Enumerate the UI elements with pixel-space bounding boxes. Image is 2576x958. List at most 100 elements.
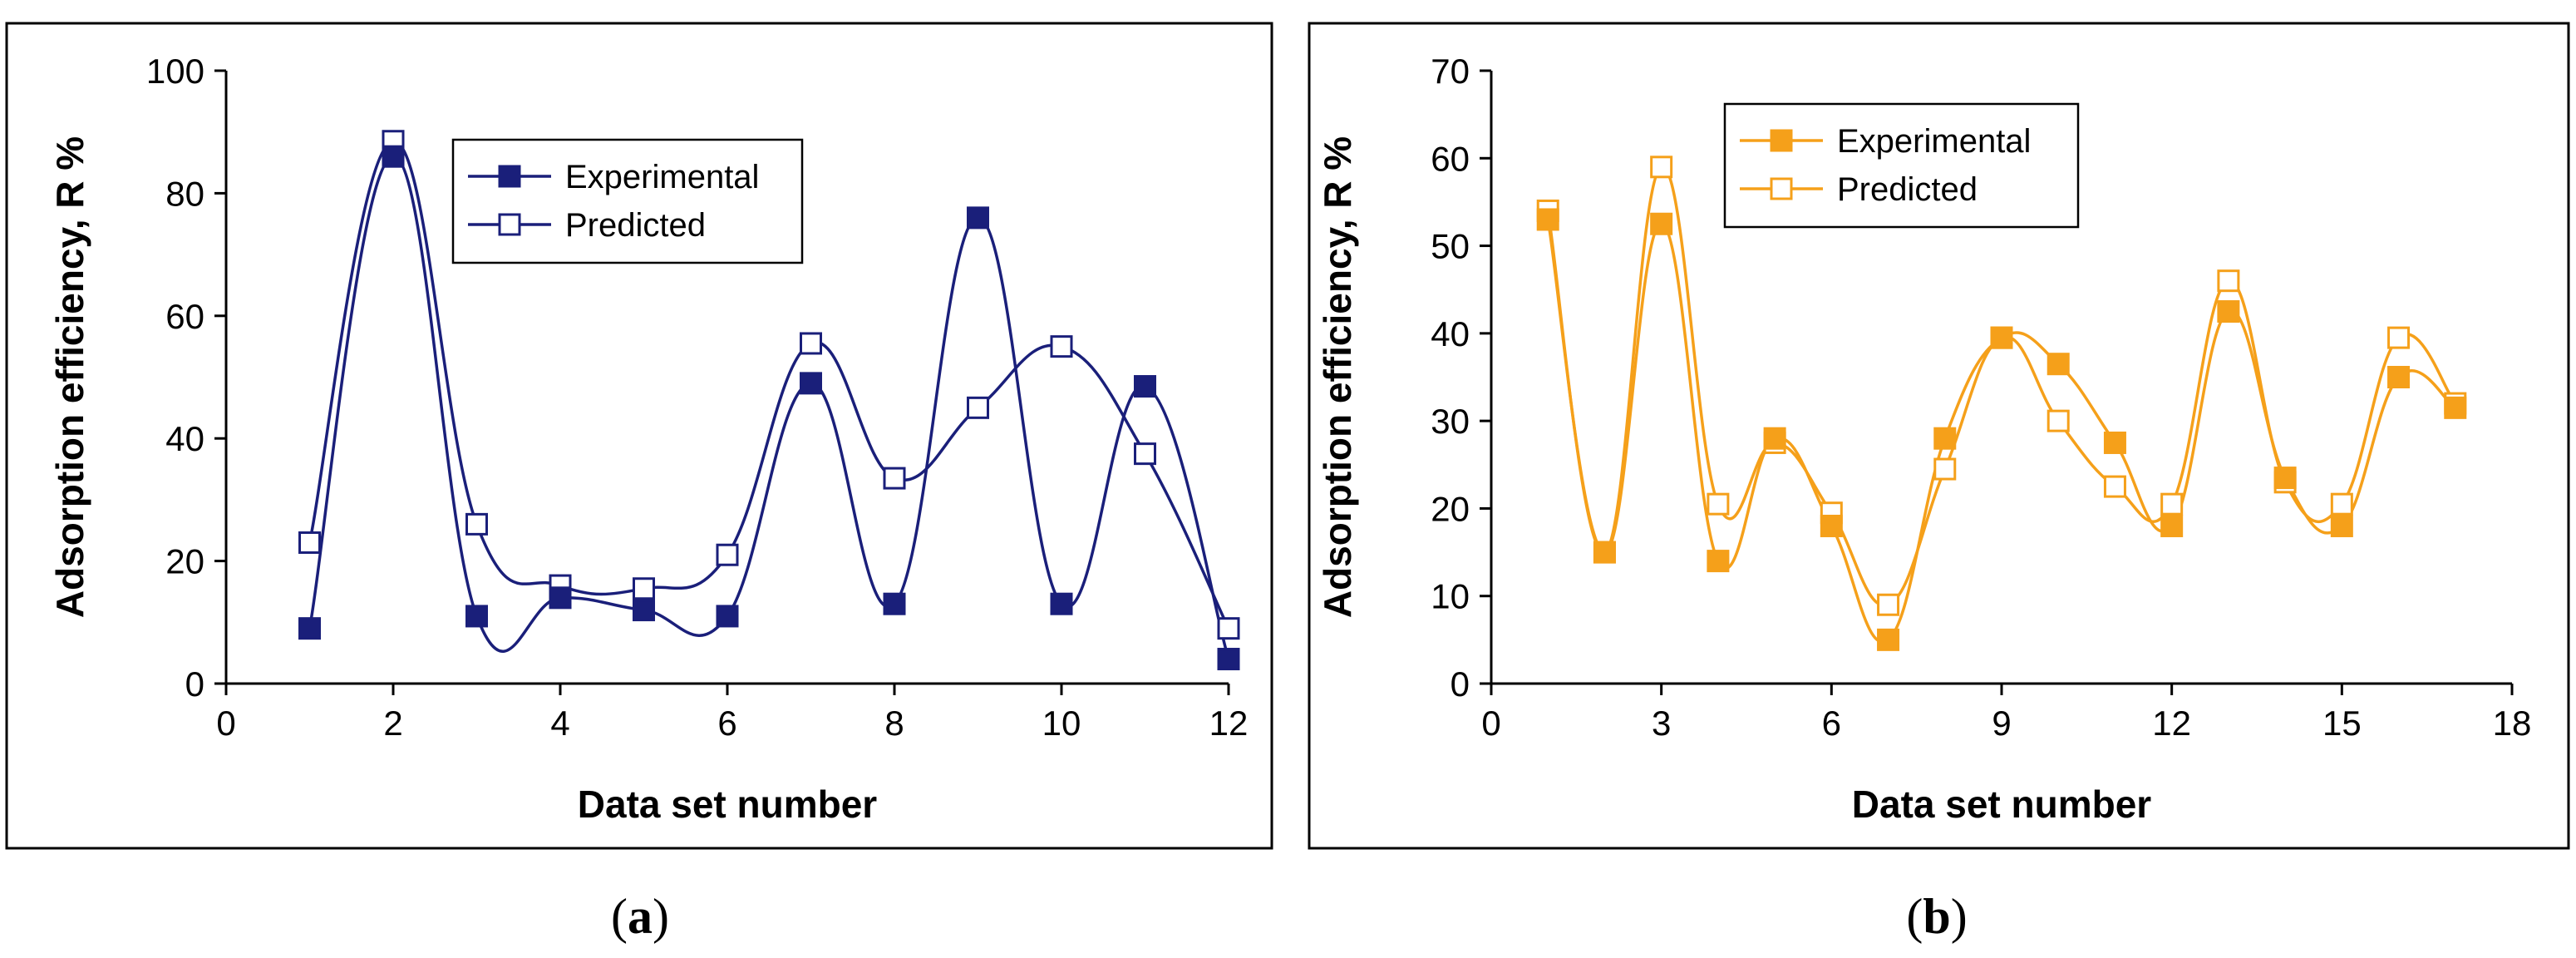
caption-a: (a) — [611, 889, 669, 944]
chart-a-x-tick-label: 6 — [717, 704, 736, 743]
chart-b-predicted-point — [1650, 156, 1673, 179]
chart-b-x-tick-label: 15 — [2322, 704, 2362, 743]
chart-a-legend-predicted-label: Predicted — [565, 207, 706, 244]
chart-b-experimental-point — [1593, 541, 1616, 564]
chart-b-predicted-point — [1933, 457, 1957, 481]
chart-b-predicted-point — [2047, 409, 2070, 432]
chart-a-y-tick-label: 60 — [165, 297, 204, 336]
chart-b-legend-experimental-label: Experimental — [1837, 123, 2031, 160]
chart-b-experimental-point — [2160, 514, 2184, 537]
chart-b-legend-box — [1723, 102, 2080, 229]
chart-b-experimental-point — [2103, 431, 2126, 454]
chart-a-experimental-point — [716, 605, 739, 628]
chart-b-experimental-point — [1763, 427, 1786, 450]
chart-a-experimental-point — [549, 586, 572, 610]
chart-a-predicted-point — [967, 396, 989, 419]
chart-b-experimental-point — [2444, 396, 2467, 419]
chart-b-predicted-point — [2387, 326, 2411, 349]
chart-b-experimental-point — [2273, 467, 2297, 490]
caption-b: (b) — [1906, 889, 1967, 944]
chart-b-series-predicted-line — [1546, 165, 2457, 607]
chart-b-predicted-point — [1877, 593, 1900, 616]
chart-b-y-tick-label: 40 — [1431, 314, 1470, 353]
chart-a-experimental-point — [883, 592, 906, 615]
chart-a-experimental-point — [800, 372, 822, 395]
chart-b-y-tick-label: 70 — [1431, 52, 1470, 91]
chart-a-y-tick-label: 0 — [185, 664, 204, 704]
chart-a-experimental-point — [1217, 648, 1240, 671]
chart-a-experimental-point — [1050, 592, 1073, 615]
chart-a-predicted-point — [800, 332, 822, 355]
chart-a-x-tick-label: 0 — [216, 704, 235, 743]
chart-a-x-axis-title: Data set number — [578, 783, 878, 826]
chart-a-predicted-point — [298, 531, 321, 554]
chart-a-experimental-point — [298, 617, 321, 640]
chart-b-y-tick-label: 20 — [1431, 489, 1470, 528]
chart-a-experimental-point — [967, 206, 989, 230]
chart-b-experimental-point — [2330, 514, 2353, 537]
chart-b-predicted-point — [2330, 492, 2353, 516]
chart-b-experimental-point — [1707, 550, 1730, 573]
chart-b-predicted-point — [2103, 475, 2126, 498]
chart-a-y-tick-label: 20 — [165, 542, 204, 581]
chart-b-y-tick-label: 50 — [1431, 227, 1470, 266]
chart-b-experimental-point — [1877, 628, 1900, 651]
chart-b-experimental-point — [1650, 212, 1673, 235]
chart-b-experimental-point — [1820, 514, 1843, 537]
chart-a-predicted-point — [883, 467, 906, 490]
chart-a-x-tick-label: 12 — [1209, 704, 1249, 743]
chart-b-x-tick-label: 3 — [1652, 704, 1671, 743]
panel-a-frame — [5, 22, 1273, 850]
chart-a-predicted-point — [1134, 442, 1156, 466]
chart-a-x-tick-label: 4 — [550, 704, 569, 743]
chart-b-experimental-point — [1990, 326, 2013, 349]
chart-a-legend-box — [451, 138, 804, 264]
chart-b-experimental-point — [1933, 427, 1957, 450]
caption-b-letter: b — [1923, 889, 1950, 944]
chart-a-predicted-point — [716, 543, 739, 566]
chart-a-x-tick-label: 8 — [884, 704, 904, 743]
chart-b-y-axis-title: Adsorption efficiency, R % — [1316, 136, 1359, 618]
chart-a-experimental-point — [633, 599, 655, 622]
chart-a-experimental-point — [1134, 375, 1156, 398]
chart-b-experimental-point — [2217, 300, 2240, 323]
chart-b: 0 10 20 30 40 50 60 70 0 3 6 9 12 15 18 Data set number… — [1316, 52, 2531, 826]
chart-b-x-tick-label: 12 — [2152, 704, 2191, 743]
chart-b-legend-predicted-marker — [1770, 177, 1793, 200]
chart-a-y-axis-title: Adsorption efficiency, R % — [48, 136, 91, 618]
chart-b-predicted-point — [2217, 269, 2240, 293]
chart-b-x-tick-label: 0 — [1481, 704, 1500, 743]
chart-a-legend-experimental-label: Experimental — [565, 159, 759, 195]
chart-a-predicted-point — [633, 577, 655, 600]
chart-b-y-tick-label: 30 — [1431, 402, 1470, 441]
chart-a-legend-predicted-marker — [498, 213, 521, 236]
chart-a-y-tick-label: 40 — [165, 419, 204, 458]
panel-b-frame — [1308, 22, 2570, 850]
chart-b-y-tick-label: 10 — [1431, 577, 1470, 616]
chart-a-legend-experimental-marker — [498, 165, 521, 188]
chart-b-y-tick-label: 0 — [1451, 664, 1470, 704]
chart-b-predicted-point — [1707, 492, 1730, 516]
chart-a-experimental-point — [382, 145, 405, 168]
chart-b-x-tick-label: 6 — [1822, 704, 1841, 743]
chart-b-legend-experimental-marker — [1770, 129, 1793, 152]
chart-b-legend-predicted-label: Predicted — [1837, 171, 1978, 208]
chart-b-predicted-point — [2160, 492, 2184, 516]
chart-a-y-tick-label: 100 — [146, 52, 204, 91]
chart-a-predicted-point — [1050, 335, 1073, 358]
chart-b-y-tick-label: 60 — [1431, 139, 1470, 178]
chart-b-series-experimental-line — [1546, 219, 2456, 644]
chart-b-x-tick-label: 18 — [2493, 704, 2532, 743]
chart-b-experimental-point — [2047, 353, 2070, 376]
chart-b-experimental-point — [1536, 208, 1559, 231]
chart-b-x-tick-label: 9 — [1992, 704, 2011, 743]
chart-b-experimental-point — [2387, 366, 2411, 388]
caption-a-letter: a — [628, 889, 653, 944]
chart-a: 0 20 40 60 80 100 0 2 4 6 8 10 12 Data set number Adso… — [48, 52, 1248, 826]
chart-a-x-tick-label: 2 — [383, 704, 402, 743]
chart-a-y-tick-label: 80 — [165, 174, 204, 213]
chart-a-predicted-point — [1217, 617, 1240, 640]
chart-a-experimental-point — [465, 605, 488, 628]
chart-b-x-axis-title: Data set number — [1852, 783, 2152, 826]
